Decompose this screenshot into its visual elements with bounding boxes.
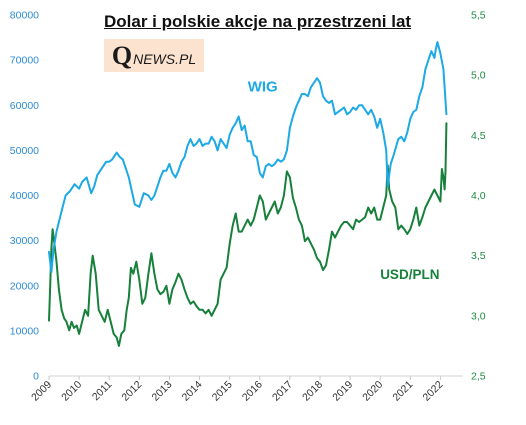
x-tick-label: 2013 — [150, 379, 175, 404]
left-tick-label: 50000 — [10, 145, 39, 157]
x-axis: 2009 2010 2011 2012 2013 2014 2015 2016 2017 2018… — [29, 376, 446, 404]
x-tick-label: 2019 — [330, 379, 355, 404]
x-tick-label: 2011 — [90, 379, 115, 404]
left-tick-label: 20000 — [10, 280, 39, 292]
right-tick-label: 5,0 — [471, 70, 486, 82]
x-tick-label: 2010 — [59, 379, 84, 404]
right-tick-label: 2,5 — [471, 371, 486, 383]
chart-title: Dolar i polskie akcje na przestrzeni lat — [104, 12, 412, 31]
left-tick-label: 30000 — [10, 235, 39, 247]
right-tick-label: 5,5 — [471, 10, 486, 22]
right-tick-label: 3,5 — [471, 250, 486, 262]
wig-label: WIG — [248, 79, 278, 96]
logo-q-letter: Q — [111, 40, 133, 70]
usd-pln-label: USD/PLN — [380, 267, 439, 282]
logo-text: NEWS.PL — [133, 50, 197, 67]
x-tick-label: 2018 — [300, 379, 325, 404]
x-tick-label: 2016 — [240, 379, 265, 404]
series-layer — [48, 41, 448, 347]
x-tick-label: 2012 — [119, 379, 144, 404]
annotations: WIG USD/PLN — [248, 79, 440, 282]
series-line-wig — [48, 41, 448, 274]
left-tick-label: 70000 — [10, 55, 39, 67]
left-tick-label: 40000 — [10, 190, 39, 202]
qnews-logo: Q NEWS.PL — [104, 39, 204, 72]
x-tick-label: 2022 — [421, 379, 446, 404]
x-tick-label: 2020 — [360, 379, 385, 404]
left-tick-label: 10000 — [10, 325, 39, 337]
x-tick-label: 2014 — [180, 379, 205, 404]
left-axis: 0 10000 20000 30000 40000 50000 60000 70000 8000… — [10, 10, 39, 383]
right-tick-label: 3,0 — [471, 310, 486, 322]
left-tick-label: 60000 — [10, 100, 39, 112]
left-tick-label: 80000 — [10, 10, 39, 22]
right-axis: 2,5 3,0 3,5 4,0 4,5 5,0 5,5 — [471, 10, 486, 383]
x-tick-label: 2015 — [210, 379, 235, 404]
x-tick-label: 2021 — [390, 379, 415, 404]
left-tick-label: 0 — [33, 371, 39, 383]
x-tick-label: 2017 — [270, 379, 295, 404]
right-tick-label: 4,0 — [471, 190, 486, 202]
right-tick-label: 4,5 — [471, 130, 486, 142]
